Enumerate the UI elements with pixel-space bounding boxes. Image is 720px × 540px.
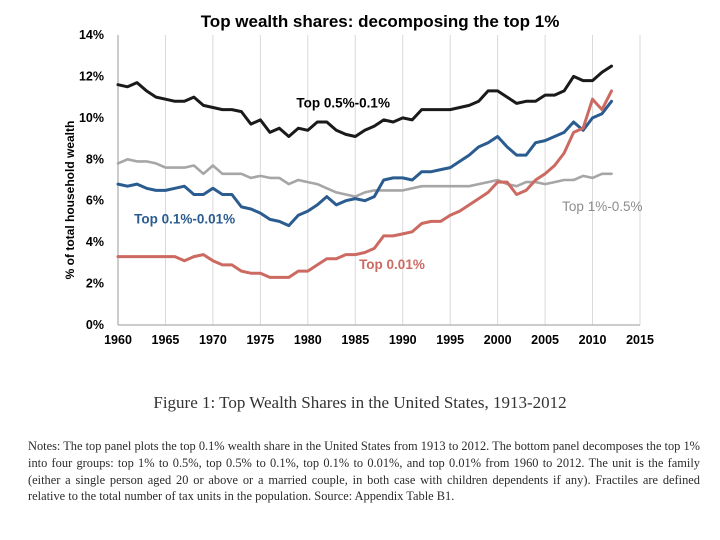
x-tick-label: 1965 [152, 333, 180, 345]
chart-canvas: 0% 2% 4% 6% 8% 10% 12% 14% 1960 1965 1970 1975 1980… [63, 12, 654, 345]
figure-notes: Notes: The top panel plots the top 0.1% … [28, 439, 700, 504]
y-tick-label: 0% [86, 318, 104, 332]
x-tick-label: 2010 [579, 333, 607, 345]
chart-title: Top wealth shares: decomposing the top 1… [201, 12, 560, 31]
x-tick-label: 2000 [484, 333, 512, 345]
y-axis-label: % of total household wealth [63, 121, 77, 280]
series-annotations: Top 0.5%-0.1% Top 1%-0.5% Top 0.1%-0.01% To… [134, 96, 642, 273]
series-annotation: Top 1%-0.5% [562, 199, 642, 214]
figure-caption: Figure 1: Top Wealth Shares in the Unite… [153, 393, 567, 412]
x-tick-label: 2005 [531, 333, 559, 345]
x-tick-label: 1970 [199, 333, 227, 345]
series-annotation: Top 0.1%-0.01% [134, 212, 235, 227]
x-tick-label: 1985 [341, 333, 369, 345]
y-tick-label: 6% [86, 194, 104, 208]
y-tick-label: 8% [86, 152, 104, 166]
series-annotation: Top 0.01% [359, 257, 425, 272]
y-tick-labels: 0% 2% 4% 6% 8% 10% 12% 14% [79, 28, 104, 332]
x-tick-labels: 1960 1965 1970 1975 1980 1985 1990 1995 2000 2005… [104, 333, 654, 345]
x-tick-label: 1995 [436, 333, 464, 345]
wealth-shares-chart: 0% 2% 4% 6% 8% 10% 12% 14% 1960 1965 1970 1975 1980… [63, 12, 654, 345]
y-tick-label: 12% [79, 69, 104, 83]
series-line-top-0-1-0-01- [116, 99, 613, 228]
series-annotation: Top 0.5%-0.1% [296, 96, 390, 111]
series-line-top-0-01- [116, 89, 613, 279]
y-tick-label: 2% [86, 277, 104, 291]
y-tick-label: 14% [79, 28, 104, 42]
x-tick-label: 1975 [246, 333, 274, 345]
y-tick-label: 10% [79, 111, 104, 125]
gridlines [164, 35, 641, 325]
series-line-top-1-0-5- [116, 158, 613, 198]
y-tick-label: 4% [86, 235, 104, 249]
x-tick-label: 1980 [294, 333, 322, 345]
x-tick-label: 1990 [389, 333, 417, 345]
x-tick-label: 2015 [626, 333, 654, 345]
series-lines [116, 64, 613, 279]
series-line-top-0-5-0-1- [116, 64, 613, 138]
x-tick-label: 1960 [104, 333, 132, 345]
